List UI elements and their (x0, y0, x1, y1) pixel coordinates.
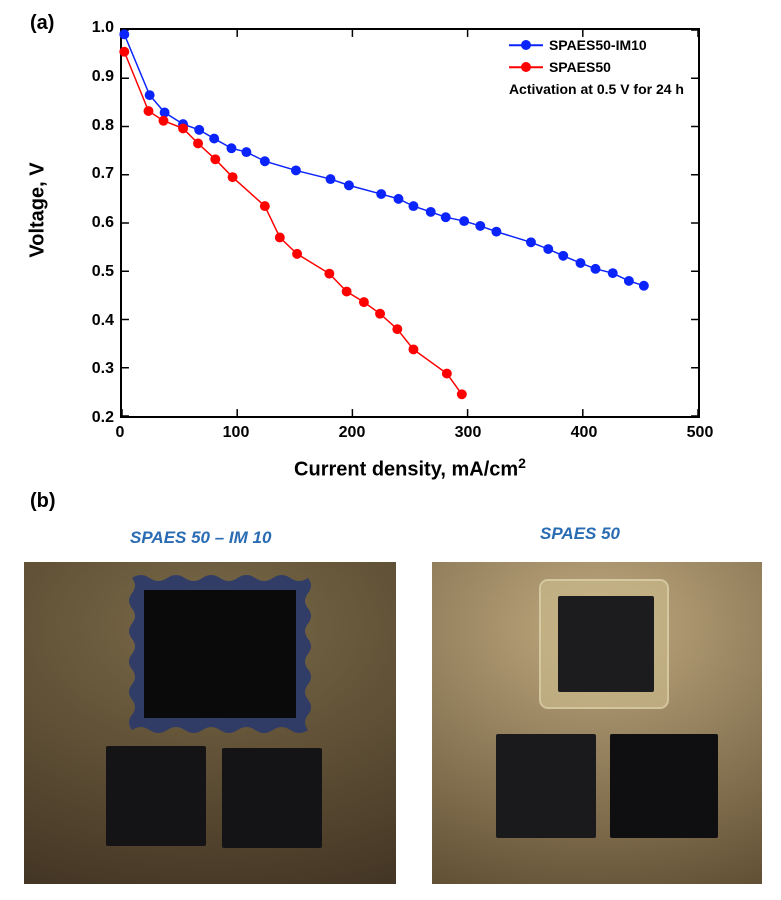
y-tick-label: 0.3 (78, 360, 114, 378)
photo-left (24, 562, 396, 884)
y-tick-label: 1.0 (78, 19, 114, 37)
legend-label: SPAES50-IM10 (549, 37, 647, 53)
panel-label-a: (a) (30, 12, 54, 35)
photo-label-right: SPAES 50 (540, 524, 620, 544)
legend-swatch (509, 60, 543, 74)
photo-label-left: SPAES 50 – IM 10 (130, 528, 271, 548)
x-tick-label: 0 (116, 424, 125, 442)
y-tick-label: 0.5 (78, 263, 114, 281)
x-tick-label: 200 (339, 424, 366, 442)
legend-swatch (509, 38, 543, 52)
figure-container: (a) SPAES50-IM10 SPAES50 Activation at 0.5… (0, 0, 781, 900)
photo-illustration (24, 562, 396, 884)
x-axis-label-super: 2 (518, 455, 526, 471)
legend-note: Activation at 0.5 V for 24 h (509, 78, 684, 100)
y-tick-label: 0.9 (78, 68, 114, 86)
legend-marker-icon (521, 62, 531, 72)
y-tick-label: 0.4 (78, 312, 114, 330)
y-tick-label: 0.6 (78, 214, 114, 232)
chart-plot-area: SPAES50-IM10 SPAES50 Activation at 0.5 V f… (120, 28, 700, 418)
x-tick-label: 500 (687, 424, 714, 442)
chart-x-axis-title: Current density, mA/cm2 (294, 455, 526, 482)
legend-label: SPAES50 (549, 59, 611, 75)
x-tick-label: 300 (455, 424, 482, 442)
legend-item: SPAES50-IM10 (509, 34, 684, 56)
x-tick-label: 400 (571, 424, 598, 442)
y-tick-label: 0.8 (78, 117, 114, 135)
photo-illustration (432, 562, 762, 884)
x-tick-label: 100 (223, 424, 250, 442)
y-tick-label: 0.2 (78, 409, 114, 427)
x-axis-label-text: Current density, mA/cm (294, 459, 518, 481)
chart-legend: SPAES50-IM10 SPAES50 Activation at 0.5 V f… (509, 34, 684, 100)
panel-label-b: (b) (30, 490, 56, 513)
legend-marker-icon (521, 40, 531, 50)
y-tick-label: 0.7 (78, 165, 114, 183)
chart-y-axis-title: Voltage, V (27, 162, 50, 257)
photo-right (432, 562, 762, 884)
legend-item: SPAES50 (509, 56, 684, 78)
